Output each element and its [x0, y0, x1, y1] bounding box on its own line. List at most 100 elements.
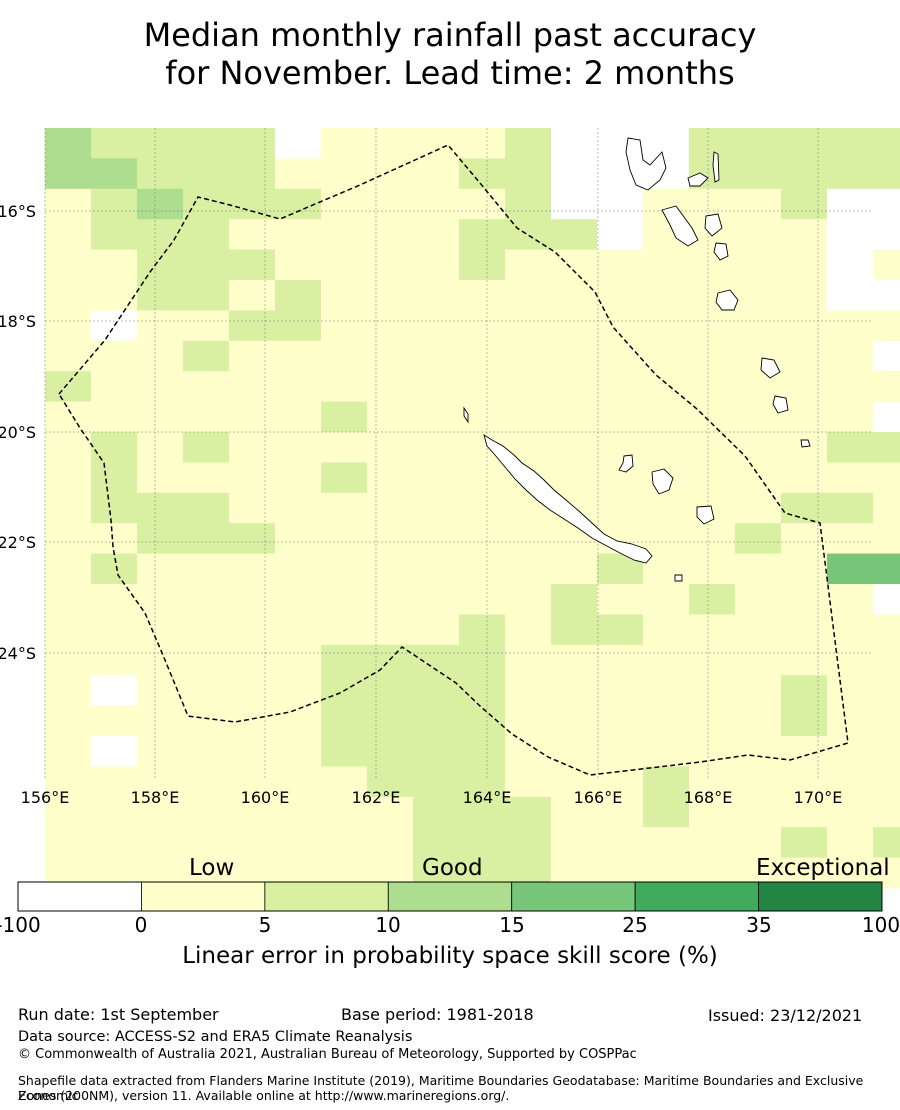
skill-cell	[183, 523, 229, 554]
skill-cell	[689, 766, 735, 798]
skill-cell	[597, 766, 643, 798]
skill-cell	[735, 796, 781, 828]
skill-cell	[689, 796, 735, 828]
skill-grid-cells	[45, 128, 900, 889]
skill-cell	[321, 219, 367, 250]
colorbar-label: Linear error in probability space skill …	[182, 943, 718, 969]
skill-cell	[91, 219, 137, 250]
skill-cell	[459, 766, 505, 798]
skill-cell	[321, 188, 367, 220]
skill-cell	[551, 188, 597, 220]
skill-cell	[367, 371, 413, 402]
colorbar-segment	[634, 881, 759, 912]
skill-cell	[367, 310, 413, 342]
skill-cell	[321, 371, 367, 402]
skill-cell	[137, 766, 183, 798]
loyalty-island-2	[651, 468, 674, 495]
skill-cell	[137, 796, 183, 828]
skill-cell	[229, 188, 275, 220]
skill-cell	[459, 310, 505, 342]
skill-cell	[45, 705, 91, 737]
skill-cell	[413, 432, 459, 463]
skill-cell	[689, 188, 735, 220]
skill-cell	[321, 523, 367, 554]
skill-cell	[137, 158, 183, 190]
lon-tick-label: 162°E	[352, 788, 401, 807]
skill-cell	[827, 736, 873, 767]
skill-cell	[827, 280, 873, 311]
skill-cell	[91, 310, 137, 342]
skill-cell	[413, 523, 459, 554]
skill-cell	[551, 766, 597, 798]
skill-cell	[183, 492, 229, 524]
skill-cell	[597, 675, 643, 706]
skill-cell	[597, 827, 643, 858]
skill-cell	[735, 736, 781, 767]
skill-cell	[367, 827, 413, 858]
skill-cell	[551, 219, 597, 250]
skill-cell	[275, 492, 321, 524]
vanuatu-efate	[715, 289, 739, 311]
skill-cell	[229, 371, 275, 402]
skill-cell	[321, 310, 367, 342]
skill-cell	[873, 462, 900, 494]
skill-cell	[597, 188, 643, 220]
skill-cell	[275, 310, 321, 342]
colorbar-tick: 25	[622, 913, 648, 937]
skill-cell	[321, 736, 367, 767]
skill-cell	[45, 432, 91, 463]
skill-cell	[45, 219, 91, 250]
skill-cell	[45, 492, 91, 524]
skill-cell	[597, 796, 643, 828]
vanuatu-ambrym	[704, 213, 723, 237]
skill-cell	[367, 523, 413, 554]
skill-cell	[827, 432, 873, 463]
skill-cell	[643, 523, 689, 554]
skill-cell	[459, 614, 505, 646]
skill-cell	[643, 705, 689, 737]
skill-cell	[367, 736, 413, 767]
skill-cell	[689, 705, 735, 737]
skill-cell	[275, 644, 321, 676]
vanuatu-tanna	[772, 395, 789, 414]
skill-cell	[413, 614, 459, 646]
isle-of-pines	[674, 574, 683, 582]
skill-cell	[367, 219, 413, 250]
skill-cell	[735, 827, 781, 858]
skill-cell	[873, 675, 900, 706]
skill-cell	[781, 280, 827, 311]
skill-cell	[689, 401, 735, 433]
skill-cell	[321, 766, 367, 798]
skill-cell	[781, 188, 827, 220]
skill-cell	[321, 401, 367, 433]
skill-cell	[781, 796, 827, 828]
data-source: Data source: ACCESS-S2 and ERA5 Climate …	[18, 1029, 413, 1045]
belep-island	[463, 406, 469, 424]
skill-cell	[183, 736, 229, 767]
graticule	[44, 128, 873, 780]
skill-cell	[91, 158, 137, 190]
skill-cell	[321, 705, 367, 737]
skill-cell	[137, 705, 183, 737]
lon-tick-label: 168°E	[684, 788, 733, 807]
skill-cell	[643, 249, 689, 281]
skill-cell	[781, 553, 827, 585]
skill-cell	[229, 128, 275, 159]
skill-cell	[551, 796, 597, 828]
skill-cell	[275, 796, 321, 828]
loyalty-island-1	[618, 454, 634, 473]
skill-cell	[229, 553, 275, 585]
skill-cell	[459, 584, 505, 615]
skill-cell	[229, 249, 275, 281]
skill-cell	[321, 644, 367, 676]
skill-cell	[505, 675, 551, 706]
skill-cell	[91, 675, 137, 706]
skill-cell	[735, 523, 781, 554]
skill-cell	[781, 401, 827, 433]
skill-cell	[873, 158, 900, 190]
skill-cell	[459, 340, 505, 372]
skill-cell	[827, 401, 873, 433]
skill-cell	[735, 280, 781, 311]
skill-cell	[91, 644, 137, 676]
skill-cell	[137, 310, 183, 342]
